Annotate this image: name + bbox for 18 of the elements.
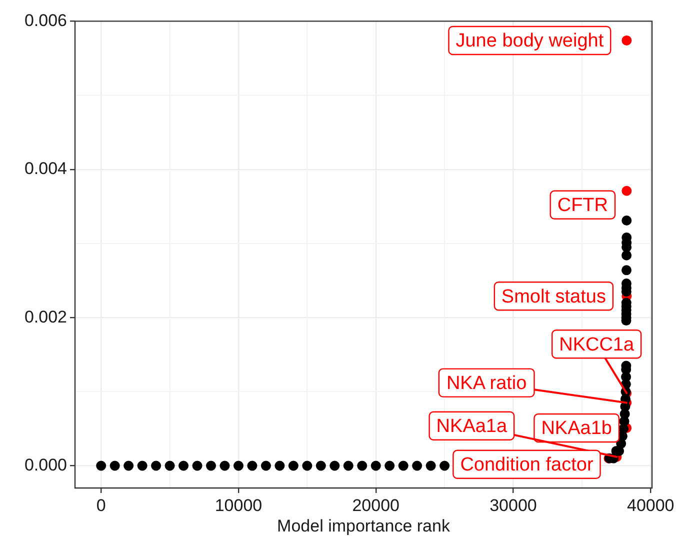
y-tick-label: 0.002 (24, 307, 67, 326)
y-tick-label: 0.006 (24, 10, 67, 30)
annotation: Condition factor (460, 454, 594, 476)
annotation: NKAa1b (541, 418, 612, 440)
x-tick-label: 30000 (490, 496, 537, 515)
annotation: NKA ratio (446, 373, 527, 394)
y-tick-label: 0.000 (24, 455, 67, 474)
annotation: NKAa1a (436, 416, 508, 438)
annotation: Smolt status (501, 286, 606, 308)
x-tick-label: 0 (96, 496, 106, 515)
x-tick-label: 40000 (626, 496, 674, 515)
annotation: NKCC1a (559, 334, 634, 356)
annotation: CFTR (557, 195, 608, 216)
y-tick-label: 0.004 (24, 159, 67, 178)
x-tick-label: 10000 (214, 496, 262, 515)
x-tick-label: 20000 (352, 496, 400, 515)
annotation: June body weight (456, 30, 604, 52)
x-axis-title: Model importance rank (277, 516, 450, 536)
